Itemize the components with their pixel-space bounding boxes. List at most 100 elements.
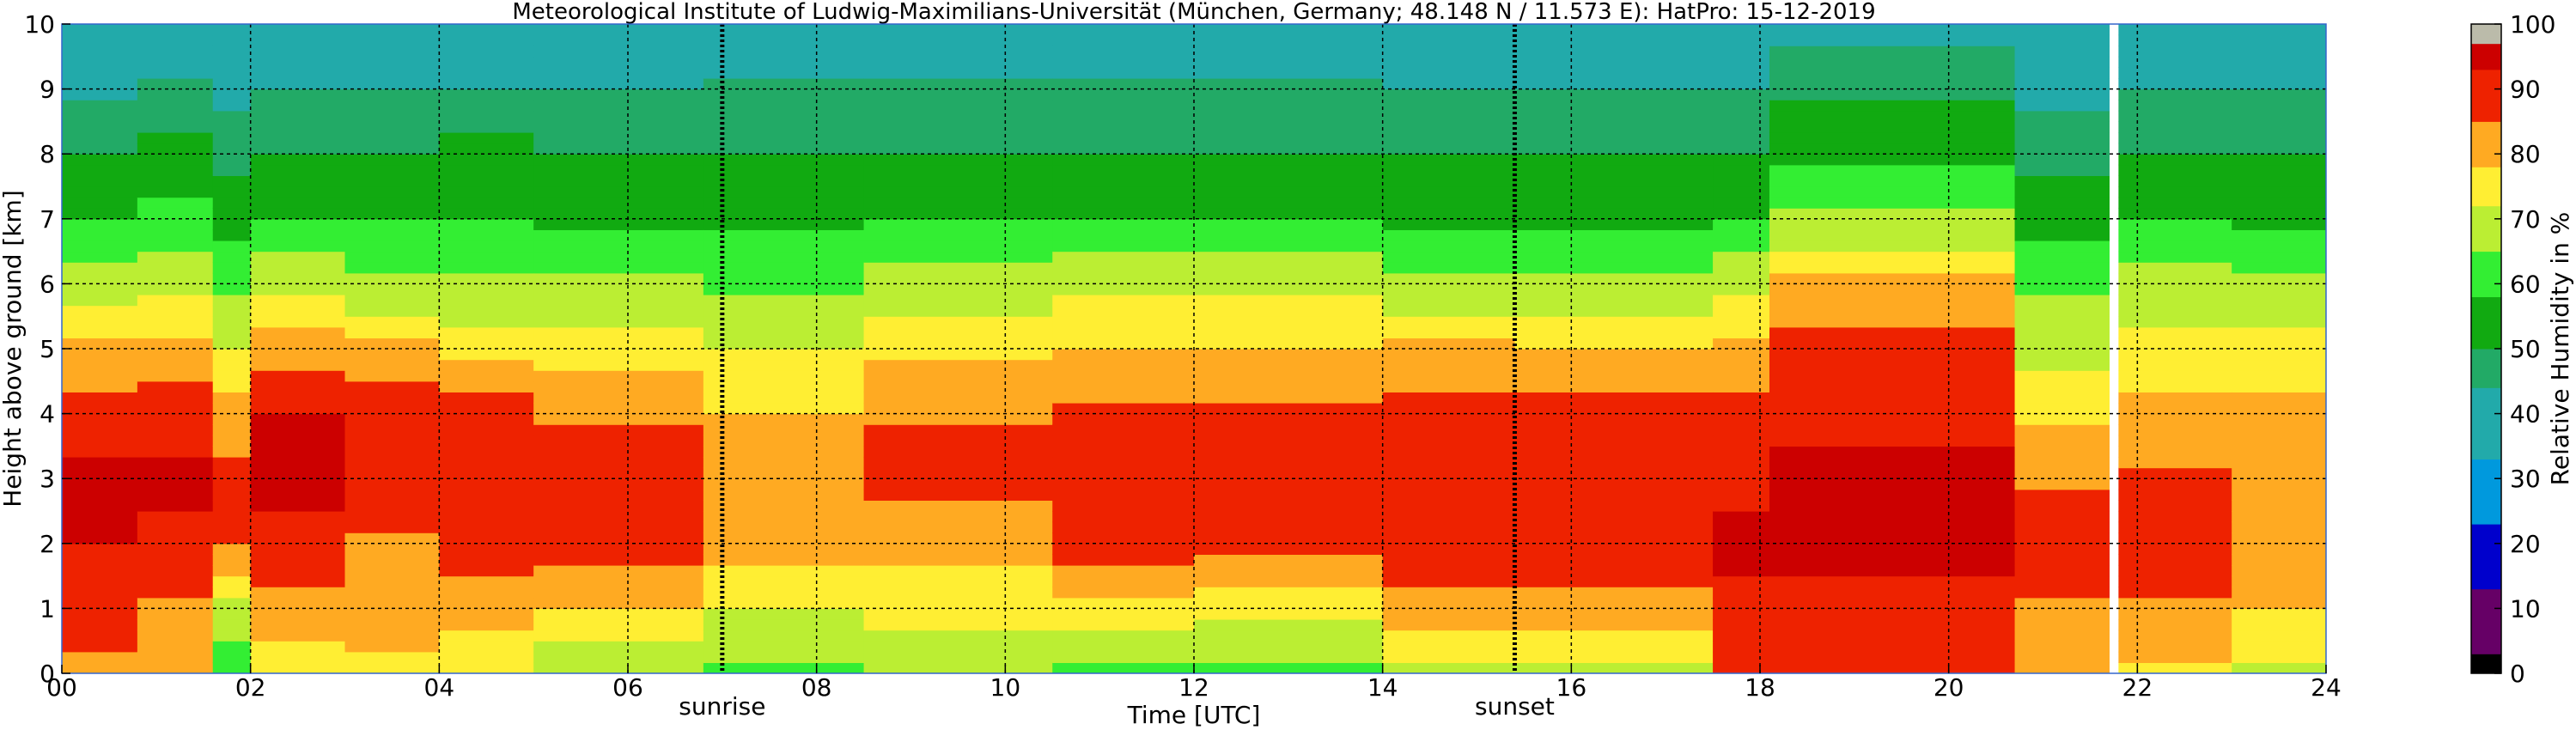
colorbar-tick-label: 60	[2510, 270, 2541, 298]
colorbar-tick-label: 50	[2510, 335, 2541, 363]
heatmap-cell	[1382, 132, 1516, 144]
heatmap-cell	[62, 608, 138, 620]
heatmap-cell	[212, 326, 252, 338]
heatmap-cell	[137, 575, 214, 587]
heatmap-cell	[2118, 587, 2232, 599]
heatmap-cell	[1514, 164, 1714, 176]
heatmap-cell	[439, 478, 534, 490]
heatmap-cell	[250, 532, 346, 544]
heatmap-cell	[62, 413, 138, 425]
heatmap-cell	[2014, 521, 2110, 533]
heatmap-cell	[1514, 662, 1714, 673]
heatmap-cell	[2232, 100, 2326, 112]
heatmap-cell	[1194, 532, 1384, 544]
heatmap-cell	[703, 500, 865, 512]
heatmap-cell	[703, 392, 865, 404]
heatmap-cell	[1194, 511, 1384, 523]
heatmap-cell	[1194, 597, 1384, 609]
heatmap-cell	[212, 608, 252, 620]
heatmap-cell	[2014, 229, 2110, 241]
heatmap-cell	[533, 521, 704, 533]
heatmap-cell	[137, 262, 214, 274]
heatmap-cell	[533, 121, 704, 133]
heatmap-cell	[439, 208, 534, 220]
heatmap-cell	[1194, 380, 1384, 392]
heatmap-cell	[1194, 478, 1384, 490]
heatmap-cell	[2014, 154, 2110, 166]
heatmap-cell	[344, 554, 440, 566]
heatmap-cell	[863, 283, 1053, 295]
heatmap-cell	[1052, 208, 1195, 220]
heatmap-cell	[62, 575, 138, 587]
heatmap-cell	[62, 110, 138, 122]
heatmap-cell	[212, 208, 252, 220]
heatmap-cell	[703, 532, 865, 544]
x-tick-label: 16	[1556, 673, 1587, 702]
heatmap-cell	[1052, 88, 1195, 100]
heatmap-cell	[344, 392, 440, 404]
heatmap-cell	[2232, 359, 2326, 371]
heatmap-cell	[1769, 305, 2016, 317]
heatmap-cell	[1382, 597, 1516, 609]
heatmap-cell	[2014, 554, 2110, 566]
heatmap-cell	[1514, 511, 1714, 523]
heatmap-cell	[2118, 424, 2232, 436]
heatmap-cell	[212, 100, 252, 112]
x-tick-label: 02	[235, 673, 266, 702]
heatmap-cell	[137, 316, 214, 328]
heatmap-cell	[703, 121, 865, 133]
heatmap-cell	[1194, 370, 1384, 382]
heatmap-cell	[1194, 543, 1384, 555]
heatmap-cell	[1713, 34, 1770, 46]
heatmap-cell	[2232, 435, 2326, 447]
heatmap-cell	[863, 175, 1053, 187]
heatmap-cell	[533, 78, 704, 90]
heatmap-cell	[2118, 110, 2232, 122]
heatmap-cell	[2014, 164, 2110, 176]
heatmap-cell	[2232, 630, 2326, 642]
heatmap-cell	[1769, 132, 2016, 144]
heatmap-cell	[533, 100, 704, 112]
heatmap-cell	[212, 305, 252, 317]
heatmap-cell	[1514, 251, 1714, 263]
heatmap-cell	[533, 467, 704, 479]
heatmap-cell	[344, 164, 440, 176]
heatmap-cell	[863, 630, 1053, 642]
heatmap-cell	[1713, 186, 1770, 198]
heatmap-cell	[1052, 608, 1195, 620]
heatmap-cell	[1052, 67, 1195, 79]
heatmap-cell	[2118, 175, 2232, 187]
heatmap-cell	[1713, 349, 1770, 361]
heatmap-cell	[137, 186, 214, 198]
heatmap-cell	[62, 326, 138, 338]
heatmap-cell	[533, 218, 704, 230]
heatmap-cell	[1382, 370, 1516, 382]
heatmap-cell	[1713, 197, 1770, 209]
heatmap-cell	[1052, 597, 1195, 609]
heatmap-cell	[2118, 641, 2232, 653]
heatmap-cell	[212, 554, 252, 566]
heatmap-cell	[439, 413, 534, 425]
heatmap-cell	[1514, 554, 1714, 566]
heatmap-cell	[344, 121, 440, 133]
heatmap-cell	[439, 424, 534, 436]
heatmap-cell	[1382, 587, 1516, 599]
heatmap-cell	[1514, 392, 1714, 404]
heatmap-cell	[2232, 110, 2326, 122]
heatmap-cell	[2118, 218, 2232, 230]
heatmap-cell	[1382, 34, 1516, 46]
heatmap-cell	[250, 662, 346, 673]
heatmap-cell	[2014, 186, 2110, 198]
heatmap-cell	[212, 403, 252, 415]
heatmap-cell	[212, 575, 252, 587]
heatmap-cell	[62, 218, 138, 230]
heatmap-cell	[62, 478, 138, 490]
heatmap-cell	[1194, 208, 1384, 220]
heatmap-cell	[1052, 424, 1195, 436]
heatmap-cell	[2118, 651, 2232, 663]
heatmap-cell	[533, 575, 704, 587]
heatmap-cell	[1382, 403, 1516, 415]
heatmap-cell	[439, 457, 534, 469]
heatmap-cell	[344, 565, 440, 577]
heatmap-cell	[2232, 46, 2326, 58]
